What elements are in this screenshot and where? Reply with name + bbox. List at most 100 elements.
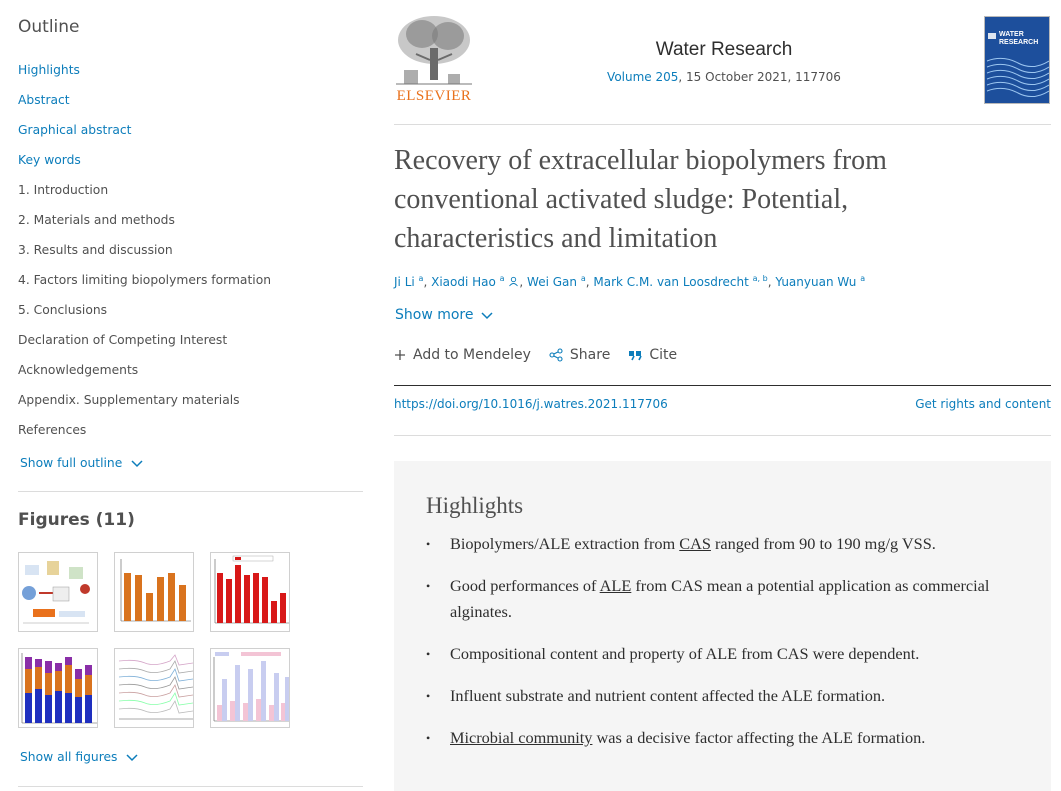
figure-preview-image	[211, 649, 289, 727]
author-link[interactable]: Mark C.M. van Loosdrecht a, b	[593, 274, 768, 289]
outline-item-label[interactable]: Graphical abstract	[18, 123, 132, 137]
affiliation-sup[interactable]: a, b	[752, 274, 768, 283]
plus-icon	[395, 350, 405, 360]
figure-thumbnail[interactable]	[210, 552, 290, 632]
article-main: ELSEVIER Water Research Volume 205, 15 O…	[394, 0, 1051, 791]
sidebar-divider	[18, 786, 363, 787]
figure-thumbnail[interactable]	[114, 552, 194, 632]
affiliation-sup[interactable]: a	[860, 274, 866, 283]
chevron-down-icon	[131, 460, 143, 468]
title-line: characteristics and limitation	[394, 223, 718, 254]
figure-thumbnails	[18, 552, 308, 728]
author-link[interactable]: Yuanyuan Wu a	[775, 274, 866, 289]
share-button[interactable]: Share	[549, 347, 610, 363]
author-name[interactable]: Yuanyuan Wu	[775, 275, 857, 289]
outline-item-label[interactable]: 2. Materials and methods	[18, 213, 175, 227]
author-link[interactable]: Xiaodi Hao a	[431, 274, 519, 289]
journal-cover-image[interactable]: WATER RESEARCH	[984, 16, 1050, 104]
outline-item-key-words[interactable]: Key words	[18, 150, 271, 180]
highlights-title: Highlights	[426, 493, 524, 518]
outline-item-label[interactable]: Appendix. Supplementary materials	[18, 393, 240, 407]
elsevier-tree-icon	[396, 16, 472, 85]
highlight-item: Good performances of ALE from CAS mean a…	[426, 573, 1026, 625]
article-title: Recovery of extracellular biopolymers fr…	[394, 141, 1034, 258]
glossary-link[interactable]: Microbial community	[450, 728, 593, 747]
highlight-item: Compositional content and property of AL…	[426, 641, 1026, 667]
divider	[394, 435, 1051, 436]
outline-item-results[interactable]: 3. Results and discussion	[18, 240, 271, 270]
person-icon[interactable]	[508, 276, 519, 287]
author-name[interactable]: Wei Gan	[527, 275, 577, 289]
highlight-text: ranged from 90 to 190 mg/g VSS.	[710, 534, 936, 553]
figure-thumbnail[interactable]	[210, 648, 290, 728]
outline-item-label[interactable]: References	[18, 423, 87, 437]
highlight-text: was a decisive factor affecting the ALE …	[592, 728, 926, 747]
outline-item-label[interactable]: 3. Results and discussion	[18, 243, 173, 257]
outline-item-references[interactable]: References	[18, 420, 271, 450]
affiliation-sup[interactable]: a	[418, 274, 424, 283]
outline-item-label[interactable]: Highlights	[18, 63, 80, 77]
share-label: Share	[569, 347, 611, 363]
affiliation-sup[interactable]: a	[499, 274, 505, 283]
author-separator: ,	[767, 275, 776, 289]
highlight-text: Compositional content and property of AL…	[450, 644, 920, 663]
title-line: Recovery of extracellular biopolymers fr…	[394, 145, 887, 176]
outline-title: Outline	[18, 17, 80, 37]
cover-title-line: RESEARCH	[999, 39, 1039, 46]
figure-thumbnail[interactable]	[18, 648, 98, 728]
figures-title: Figures (11)	[18, 510, 135, 530]
show-all-figures-button[interactable]: Show all figures	[20, 750, 139, 764]
author-name[interactable]: Ji Li	[394, 275, 415, 289]
outline-item-abstract[interactable]: Abstract	[18, 90, 271, 120]
doi-link[interactable]: https://doi.org/10.1016/j.watres.2021.11…	[394, 397, 668, 411]
figure-thumbnail[interactable]	[114, 648, 194, 728]
add-to-mendeley-button[interactable]: Add to Mendeley	[394, 347, 531, 363]
volume-link[interactable]: Volume 205	[607, 70, 679, 84]
figure-preview-image	[19, 553, 97, 631]
figure-preview-image	[115, 553, 193, 631]
outline-item-conclusions[interactable]: 5. Conclusions	[18, 300, 271, 330]
highlight-text: Biopolymers/ALE extraction from	[450, 534, 680, 553]
elsevier-logo[interactable]: ELSEVIER	[394, 14, 474, 106]
outline-item-label[interactable]: Acknowledgements	[18, 363, 139, 377]
title-line: conventional activated sludge: Potential…	[394, 184, 849, 215]
outline-item-appendix[interactable]: Appendix. Supplementary materials	[18, 390, 271, 420]
outline-item-introduction[interactable]: 1. Introduction	[18, 180, 271, 210]
figure-thumbnail[interactable]	[18, 552, 98, 632]
outline-item-highlights[interactable]: Highlights	[18, 60, 271, 90]
issue-date: , 15 October 2021, 117706	[678, 70, 841, 84]
cover-title-line: WATER	[999, 31, 1024, 38]
author-link[interactable]: Ji Li a	[394, 274, 424, 289]
outline-item-acknowledgements[interactable]: Acknowledgements	[18, 360, 271, 390]
outline-item-label[interactable]: 5. Conclusions	[18, 303, 108, 317]
article-actions: Add to Mendeley Share Cite	[394, 347, 695, 363]
highlight-item: Microbial community was a decisive facto…	[426, 725, 1026, 751]
affiliation-sup[interactable]: a	[580, 274, 586, 283]
show-more-button[interactable]: Show more	[395, 307, 494, 323]
author-name[interactable]: Mark C.M. van Loosdrecht	[593, 275, 749, 289]
glossary-link[interactable]: ALE	[599, 576, 632, 595]
highlight-item: Influent substrate and nutrient content …	[426, 683, 1026, 709]
outline-item-label[interactable]: 4. Factors limiting biopolymers formatio…	[18, 273, 272, 287]
show-full-outline-button[interactable]: Show full outline	[20, 456, 144, 470]
figure-preview-image	[211, 553, 289, 631]
journal-name[interactable]: Water Research	[655, 39, 793, 60]
author-link[interactable]: Wei Gan a	[527, 274, 586, 289]
outline-item-materials-methods[interactable]: 2. Materials and methods	[18, 210, 271, 240]
outline-item-competing-interest[interactable]: Declaration of Competing Interest	[18, 330, 271, 360]
divider	[394, 385, 1051, 386]
cite-button[interactable]: Cite	[628, 347, 677, 363]
outline-item-label[interactable]: Declaration of Competing Interest	[18, 333, 228, 347]
outline-list: Highlights Abstract Graphical abstract K…	[18, 60, 271, 450]
outline-item-label[interactable]: Key words	[18, 153, 81, 167]
outline-item-factors[interactable]: 4. Factors limiting biopolymers formatio…	[18, 270, 271, 300]
sidebar-divider	[18, 491, 363, 492]
author-name[interactable]: Xiaodi Hao	[431, 275, 496, 289]
outline-item-label[interactable]: 1. Introduction	[18, 183, 109, 197]
outline-item-label[interactable]: Abstract	[18, 93, 70, 107]
author-list: Ji Li a, Xiaodi Hao a , Wei Gan a, Mark …	[394, 274, 865, 289]
highlight-text: Influent substrate and nutrient content …	[450, 686, 886, 705]
outline-item-graphical-abstract[interactable]: Graphical abstract	[18, 120, 271, 150]
glossary-link[interactable]: CAS	[679, 534, 711, 553]
rights-and-content-link[interactable]: Get rights and content	[915, 397, 1051, 411]
